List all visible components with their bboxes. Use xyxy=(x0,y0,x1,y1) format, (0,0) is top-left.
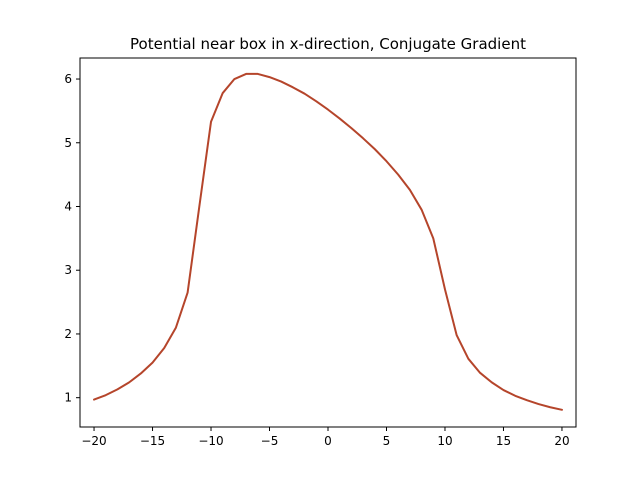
y-axis-ticks: 1 2 3 4 5 6 xyxy=(64,72,80,405)
y-tick-label: 1 xyxy=(64,391,72,405)
x-tick-label: −10 xyxy=(198,434,223,448)
x-tick-label: −20 xyxy=(81,434,106,448)
axes-frame xyxy=(79,57,577,428)
x-tick-label: 10 xyxy=(437,434,452,448)
y-tick-label: 6 xyxy=(64,72,72,86)
x-tick-label: 5 xyxy=(383,434,391,448)
y-tick-label: 5 xyxy=(64,136,72,150)
x-axis-ticks: −20 −15 −10 −5 0 5 10 15 20 xyxy=(81,427,570,448)
chart-title: Potential near box in x-direction, Conju… xyxy=(130,35,526,53)
x-tick-label: −5 xyxy=(261,434,279,448)
y-tick-label: 2 xyxy=(64,327,72,341)
x-tick-label: 0 xyxy=(324,434,332,448)
y-tick-label: 4 xyxy=(64,199,72,213)
plot-area xyxy=(93,72,563,411)
x-tick-label: 15 xyxy=(496,434,511,448)
x-tick-label: 20 xyxy=(554,434,569,448)
x-tick-label: −15 xyxy=(140,434,165,448)
y-tick-label: 3 xyxy=(64,263,72,277)
series-line-0 xyxy=(93,72,563,411)
